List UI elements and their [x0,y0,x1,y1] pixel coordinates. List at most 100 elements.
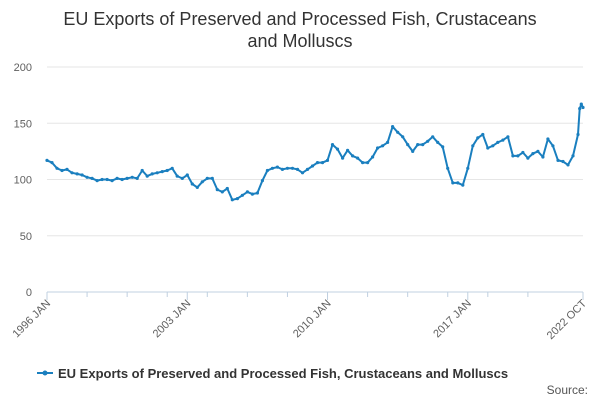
data-point[interactable] [486,146,490,150]
data-point[interactable] [541,155,545,159]
data-point[interactable] [531,152,535,156]
data-point[interactable] [55,166,59,170]
data-point[interactable] [75,172,79,176]
data-point[interactable] [361,161,365,165]
data-point[interactable] [90,176,94,180]
data-point[interactable] [330,143,335,147]
data-point[interactable] [255,191,259,195]
data-point[interactable] [391,125,395,129]
data-point[interactable] [576,132,580,137]
data-point[interactable] [140,168,144,173]
data-point[interactable] [561,159,565,164]
legend[interactable]: EU Exports of Preserved and Processed Fi… [37,366,508,381]
data-point[interactable] [310,164,315,168]
data-point[interactable] [351,154,355,158]
data-point[interactable] [155,171,159,175]
data-point[interactable] [210,176,214,180]
data-point[interactable] [270,166,274,170]
data-point[interactable] [305,167,310,171]
data-point[interactable] [386,140,390,144]
data-point[interactable] [579,102,583,106]
data-point[interactable] [115,176,119,180]
data-point[interactable] [95,179,99,183]
data-point[interactable] [285,166,289,170]
data-point[interactable] [506,135,510,139]
data-point[interactable] [180,176,184,180]
data-point[interactable] [280,167,284,171]
data-point[interactable] [496,140,500,144]
data-point[interactable] [371,155,375,159]
data-point[interactable] [245,190,249,194]
data-point[interactable] [290,166,295,170]
data-point[interactable] [315,161,320,165]
data-point[interactable] [105,177,109,182]
data-point[interactable] [356,156,360,160]
data-point[interactable] [250,192,254,196]
data-point[interactable] [471,144,475,148]
data-point[interactable] [431,135,435,139]
data-point[interactable] [320,161,325,165]
data-point[interactable] [205,176,209,180]
data-point[interactable] [571,154,575,158]
data-point[interactable] [175,174,179,178]
data-point[interactable] [80,173,84,177]
data-point[interactable] [421,143,425,147]
data-point[interactable] [366,161,370,165]
data-point[interactable] [416,143,420,147]
data-point[interactable] [526,156,530,160]
data-point[interactable] [578,107,582,111]
data-point[interactable] [346,148,350,152]
source-label[interactable]: Source: [547,383,588,397]
data-point[interactable] [406,143,410,147]
legend-label[interactable]: EU Exports of Preserved and Processed Fi… [58,366,508,381]
data-point[interactable] [476,136,480,140]
data-point[interactable] [65,167,69,171]
data-point[interactable] [335,147,340,151]
data-point[interactable] [50,161,54,165]
data-point[interactable] [396,130,400,134]
data-point[interactable] [556,158,560,162]
data-point[interactable] [491,144,495,148]
data-point[interactable] [501,138,505,142]
data-point[interactable] [456,181,460,185]
data-point[interactable] [401,135,405,139]
data-point[interactable] [190,182,194,186]
data-point[interactable] [275,165,279,169]
data-point[interactable] [195,185,199,189]
data-point[interactable] [516,154,520,158]
data-point[interactable] [461,183,465,187]
data-point[interactable] [446,166,450,170]
data-point[interactable] [300,171,305,175]
data-point[interactable] [466,166,470,170]
data-point[interactable] [225,186,229,191]
data-point[interactable] [341,156,345,160]
data-point[interactable] [145,174,149,178]
data-point[interactable] [125,176,129,180]
data-point[interactable] [441,145,445,149]
data-point[interactable] [566,163,570,167]
data-point[interactable] [546,137,550,141]
data-point[interactable] [581,105,585,110]
data-point[interactable] [215,188,219,192]
data-point[interactable] [381,144,385,148]
data-point[interactable] [240,193,244,197]
data-point[interactable] [265,168,269,173]
data-point[interactable] [85,175,89,179]
data-point[interactable] [481,132,485,137]
data-point[interactable] [200,180,204,184]
data-point[interactable] [185,173,189,177]
data-point[interactable] [451,181,455,185]
data-point[interactable] [436,140,440,144]
data-point[interactable] [220,190,224,194]
data-point[interactable] [511,154,515,158]
data-point[interactable] [130,175,134,179]
data-point[interactable] [120,177,124,182]
data-point[interactable] [376,146,380,150]
data-point[interactable] [235,197,239,201]
data-point[interactable] [260,179,264,183]
data-point[interactable] [521,150,525,155]
data-point[interactable] [135,176,139,180]
data-point[interactable] [110,179,114,183]
data-point[interactable] [411,149,415,153]
data-point[interactable] [170,166,174,170]
